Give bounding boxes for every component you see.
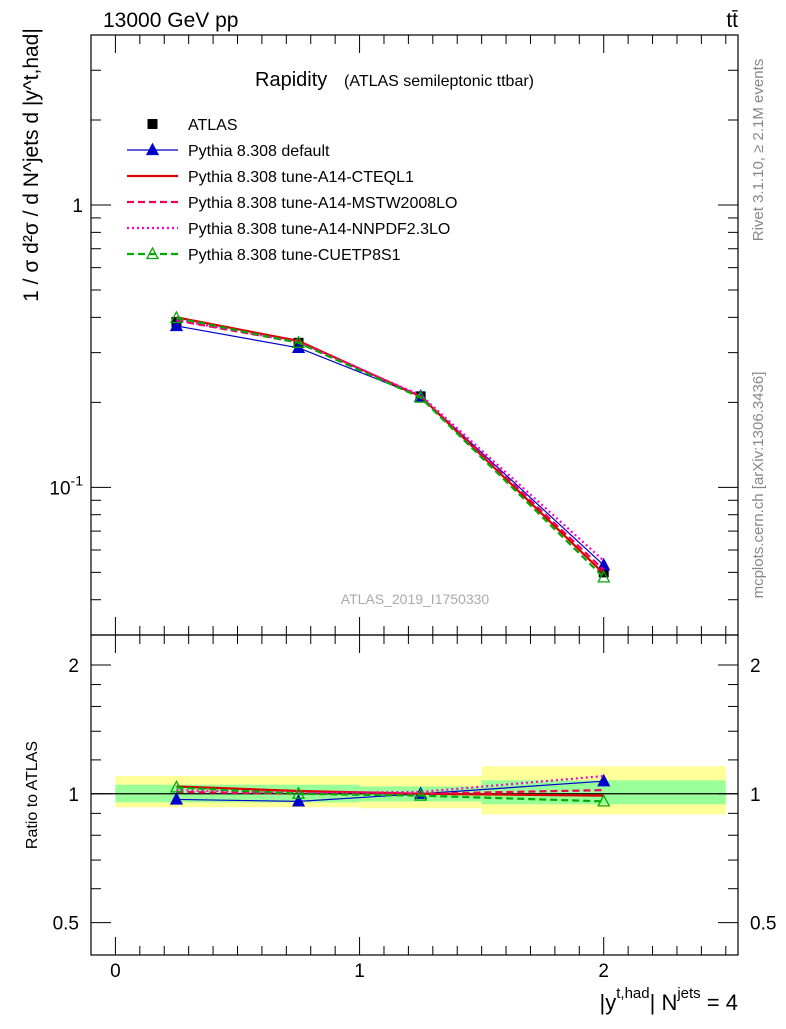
analysis-watermark: ATLAS_2019_I1750330 (341, 591, 490, 607)
ratio-y-axis-label: Ratio to ATLAS (24, 741, 41, 849)
ratio-band-inner (481, 780, 726, 805)
main-y-axis-label: 1 / σ d²σ / d N^jets d |y^t,had| (20, 28, 43, 302)
ratio-y-tick-label-right: 1 (750, 785, 761, 806)
x-tick-label: 0 (110, 961, 121, 982)
plot-subtitle: (ATLAS semileptonic ttbar) (344, 73, 534, 90)
x-axis-label: |yt,had| Njets = 4 (600, 985, 738, 1015)
ratio-series-line (176, 785, 604, 797)
main-plot-panel: 1 10-1 Rapidity (ATLAS semileptonic ttbar… (20, 28, 739, 636)
main-series-line (176, 319, 605, 571)
main-data-point (169, 310, 184, 324)
ratio-data-point (597, 773, 611, 787)
ratio-data-point (169, 779, 184, 793)
main-series-2 (176, 316, 605, 575)
legend-swatch-marker (145, 246, 160, 260)
main-series-line (176, 316, 605, 579)
main-data-point (169, 318, 184, 332)
ratio-data-point (291, 793, 306, 807)
main-data-point (291, 335, 306, 348)
main-series-1 (169, 318, 611, 571)
main-series-5 (169, 310, 611, 583)
ratio-y-tick-label: 0.5 (53, 914, 79, 935)
energy-label: 13000 GeV pp (103, 9, 238, 32)
main-series (169, 310, 611, 583)
ratio-series-line (176, 786, 604, 803)
legend-entry-label: Pythia 8.308 tune-A14-NNPDF2.3LO (188, 221, 450, 238)
ratio-plot-panel: 2 2 1 1 0.5 0.5 0 1 2 Ratio to ATLAS |yt,had| Nj… (24, 634, 776, 1015)
x-tick-label: 1 (354, 961, 365, 982)
main-series-line (176, 316, 605, 575)
main-data-point (414, 390, 428, 403)
mcplots-label: mcplots.cern.ch [arXiv:1306.3436] (750, 372, 767, 599)
ratio-y-tick-label-right: 0.5 (750, 914, 776, 935)
main-series-3 (176, 319, 605, 571)
ratio-plot-frame (90, 634, 739, 956)
main-ticks: 1 10-1 (49, 34, 738, 636)
legend-swatch-marker (145, 142, 160, 156)
ratio-series-2 (176, 789, 604, 795)
x-tick-label: 2 (598, 961, 609, 982)
rivet-label: Rivet 3.1.10, ≥ 2.1M events (750, 59, 767, 242)
ratio-series-1 (176, 785, 604, 797)
ratio-data-point (597, 793, 611, 807)
main-data-point (597, 569, 611, 583)
ratio-series-4 (169, 779, 611, 807)
ratio-data-point (291, 786, 306, 799)
legend-entry-label: ATLAS (188, 117, 238, 134)
legend-entry-label: Pythia 8.308 default (188, 143, 330, 160)
main-y-tick-label: 10-1 (49, 472, 83, 499)
ratio-series-line (176, 780, 604, 802)
plot-title: Rapidity (255, 69, 327, 91)
legend: ATLAS Pythia 8.308 default Pythia 8.308 tu… (127, 117, 457, 264)
ratio-series-line (176, 789, 604, 795)
ratio-y-tick-label: 1 (68, 785, 79, 806)
process-label: tt̄ (726, 9, 738, 32)
ratio-data-point (169, 792, 184, 805)
ratio-y-tick-label: 2 (68, 656, 79, 677)
ratio-y-tick-label-right: 2 (750, 656, 761, 677)
legend-entry-label: Pythia 8.308 tune-A14-MSTW2008LO (188, 195, 457, 212)
main-series-line (176, 325, 605, 566)
legend-entry-label: Pythia 8.308 tune-A14-CTEQL1 (188, 169, 414, 186)
main-series-line (176, 318, 605, 562)
main-series-4 (176, 318, 605, 562)
ratio-data-point (414, 788, 428, 801)
main-series-0 (171, 317, 609, 578)
ratio-series (169, 773, 611, 807)
main-y-tick-label: 1 (72, 196, 83, 217)
legend-entry-label: Pythia 8.308 tune-CUETP8S1 (188, 247, 401, 264)
ratio-ticks: 2 2 1 1 0.5 0.5 0 1 2 (53, 635, 776, 982)
legend-swatch-marker (147, 119, 158, 129)
main-data-point (597, 557, 611, 571)
